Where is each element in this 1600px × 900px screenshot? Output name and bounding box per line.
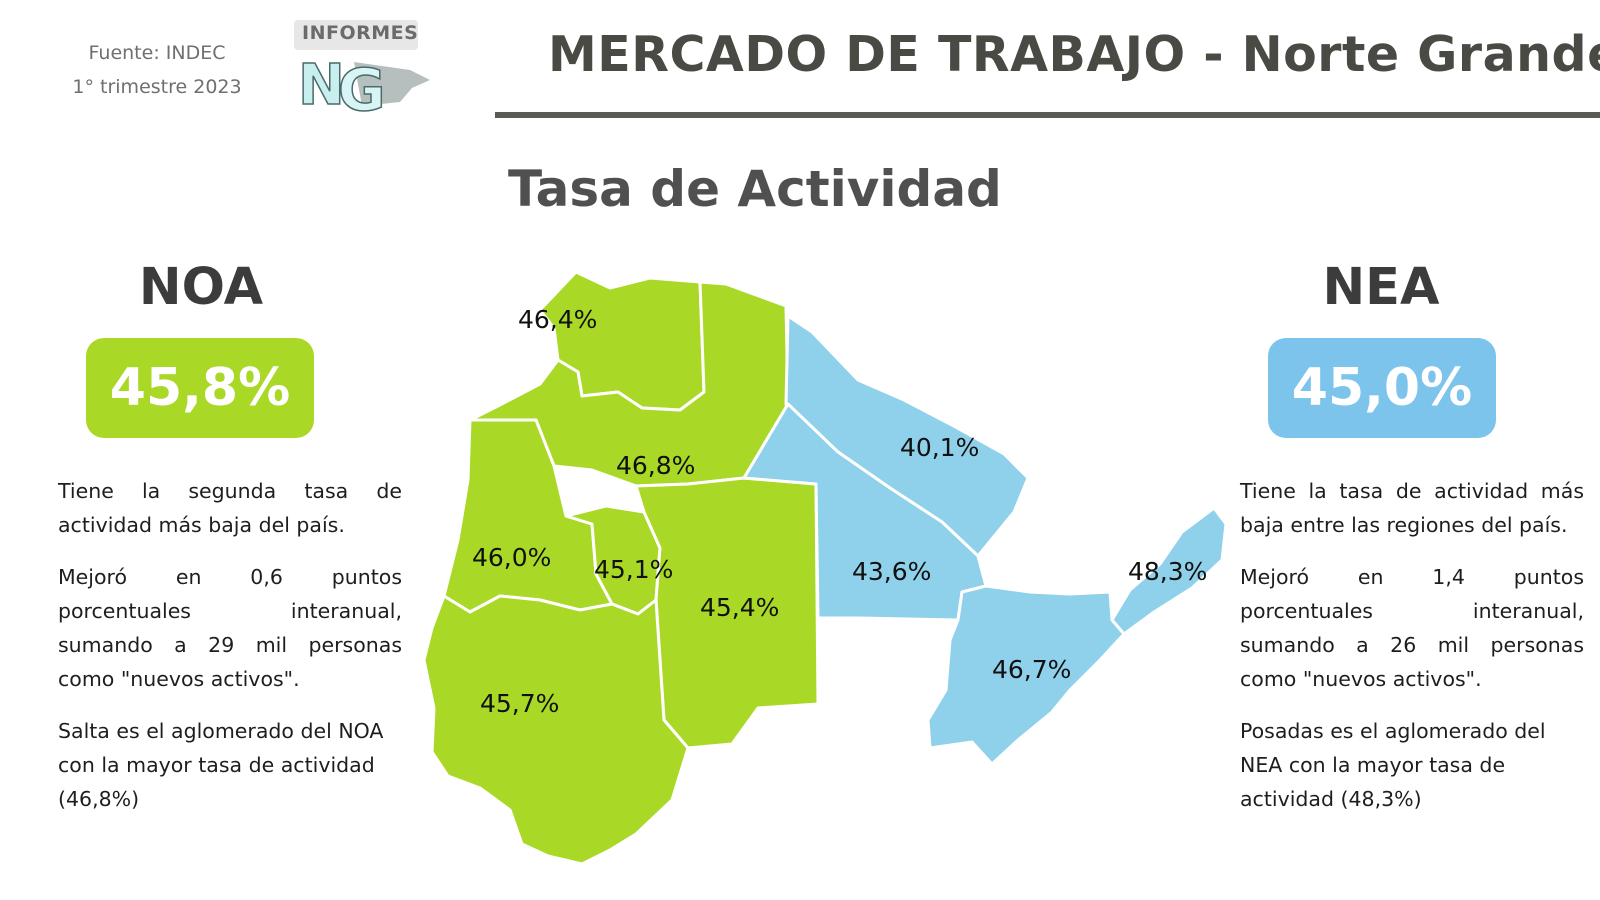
label-misiones: 48,3% xyxy=(1128,557,1207,586)
noa-paragraph-2: Mejoró en 0,6 puntos porcentuales intera… xyxy=(58,565,402,691)
nea-description: Tiene la tasa de actividad más baja entr… xyxy=(1240,474,1584,834)
informes-ng-logo: N G INFORMES xyxy=(292,18,442,114)
province-value-labels: 46,4% 46,8% 46,0% 45,1% 45,4% 45,7% 40,1… xyxy=(472,305,1207,718)
svg-text:N: N xyxy=(298,53,345,114)
source-line: Fuente: INDEC xyxy=(88,42,226,64)
label-corrientes: 46,7% xyxy=(992,655,1071,684)
label-santiago-del-estero: 45,4% xyxy=(700,593,779,622)
noa-paragraph-3: Salta es el aglomerado del NOA con la ma… xyxy=(58,719,384,811)
nea-paragraph-2: Mejoró en 1,4 puntos porcentuales intera… xyxy=(1240,565,1584,691)
section-title: Tasa de Actividad xyxy=(508,160,1002,218)
ng-logo-mark: N G xyxy=(294,20,430,114)
label-catamarca: 46,0% xyxy=(472,543,551,572)
nea-rate-badge: 45,0% xyxy=(1268,338,1496,438)
svg-text:G: G xyxy=(338,56,386,114)
label-la-rioja: 45,7% xyxy=(480,689,559,718)
page-title: MERCADO DE TRABAJO - Norte Grande xyxy=(548,26,1600,83)
noa-description: Tiene la segunda tasa de actividad más b… xyxy=(58,474,402,834)
label-formosa: 40,1% xyxy=(900,433,979,462)
label-chaco: 43,6% xyxy=(852,557,931,586)
source-note: Fuente: INDEC 1° trimestre 2023 xyxy=(62,36,252,104)
nea-paragraph-3: Posadas es el aglomerado del NEA con la … xyxy=(1240,719,1546,811)
province-la-rioja xyxy=(422,594,690,866)
province-corrientes xyxy=(926,584,1126,766)
noa-rate-badge: 45,8% xyxy=(86,338,314,438)
logo-word: INFORMES xyxy=(302,22,419,44)
label-jujuy: 46,4% xyxy=(518,305,597,334)
label-salta: 46,8% xyxy=(616,451,695,480)
nea-heading: NEA xyxy=(1322,258,1440,317)
nea-paragraph-1: Tiene la tasa de actividad más baja entr… xyxy=(1240,479,1584,537)
title-divider xyxy=(495,112,1600,118)
label-tucuman: 45,1% xyxy=(594,555,673,584)
period-line: 1° trimestre 2023 xyxy=(72,76,242,98)
noa-paragraph-1: Tiene la segunda tasa de actividad más b… xyxy=(58,479,402,537)
noa-heading: NOA xyxy=(138,258,264,317)
